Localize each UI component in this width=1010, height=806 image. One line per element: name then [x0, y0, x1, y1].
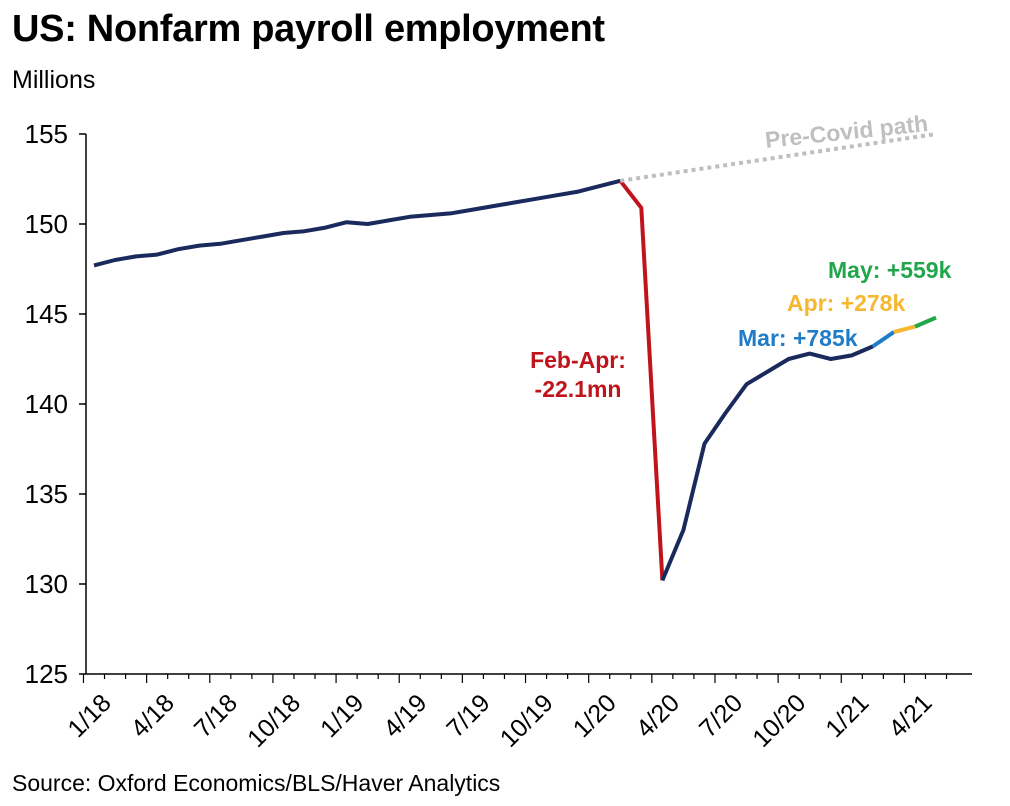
x-tick-label: 7/19: [441, 689, 495, 743]
x-tick-label: 4/19: [378, 689, 432, 743]
y-tick-label: 140: [25, 389, 68, 419]
y-tick-label: 135: [25, 479, 68, 509]
y-units-label: Millions: [12, 66, 96, 94]
series-line-mar: [871, 330, 896, 349]
series-line-recovery: [660, 344, 874, 582]
x-tick-label: 4/20: [631, 689, 685, 743]
series-line-apr: [893, 324, 916, 334]
annotation-feb-apr-0: Feb-Apr:: [530, 347, 626, 373]
annotation-feb-apr-1: -22.1mn: [535, 376, 622, 402]
chart-title: US: Nonfarm payroll employment: [12, 8, 605, 50]
x-tick-label: 4/18: [126, 689, 180, 743]
x-tick-label: 7/18: [189, 689, 243, 743]
y-tick-label: 130: [25, 569, 68, 599]
series-line-drop: [618, 179, 665, 581]
series-line-pre_covid: [620, 132, 937, 183]
x-tick-label: 10/20: [747, 689, 811, 753]
annotation-apr: Apr: +278k: [787, 290, 905, 316]
y-tick-label: 145: [25, 299, 68, 329]
annotation-mar: Mar: +785k: [738, 325, 858, 351]
source-note: Source: Oxford Economics/BLS/Haver Analy…: [12, 770, 501, 796]
series-line-main: [93, 178, 621, 268]
x-tick-label: 7/20: [694, 689, 748, 743]
x-tick-label: 1/20: [568, 689, 622, 743]
y-tick-label: 125: [25, 659, 68, 689]
x-tick-label: 10/18: [242, 689, 306, 753]
chart-lines: [93, 132, 937, 582]
y-tick-label: 155: [25, 119, 68, 149]
x-tick-label: 1/19: [315, 689, 369, 743]
chart-annotations: Pre-Covid path Feb-Apr: -22.1mn Mar: +785k A…: [530, 110, 952, 402]
x-tick-label: 1/21: [820, 689, 874, 743]
x-tick-label: 4/21: [883, 689, 937, 743]
annotation-may: May: +559k: [828, 257, 952, 283]
x-tick-label: 1/18: [62, 689, 116, 743]
x-tick-label: 10/19: [495, 689, 559, 753]
y-tick-label: 150: [25, 209, 68, 239]
annotation-pre-covid: Pre-Covid path: [764, 110, 929, 153]
series-line-may: [914, 315, 937, 329]
